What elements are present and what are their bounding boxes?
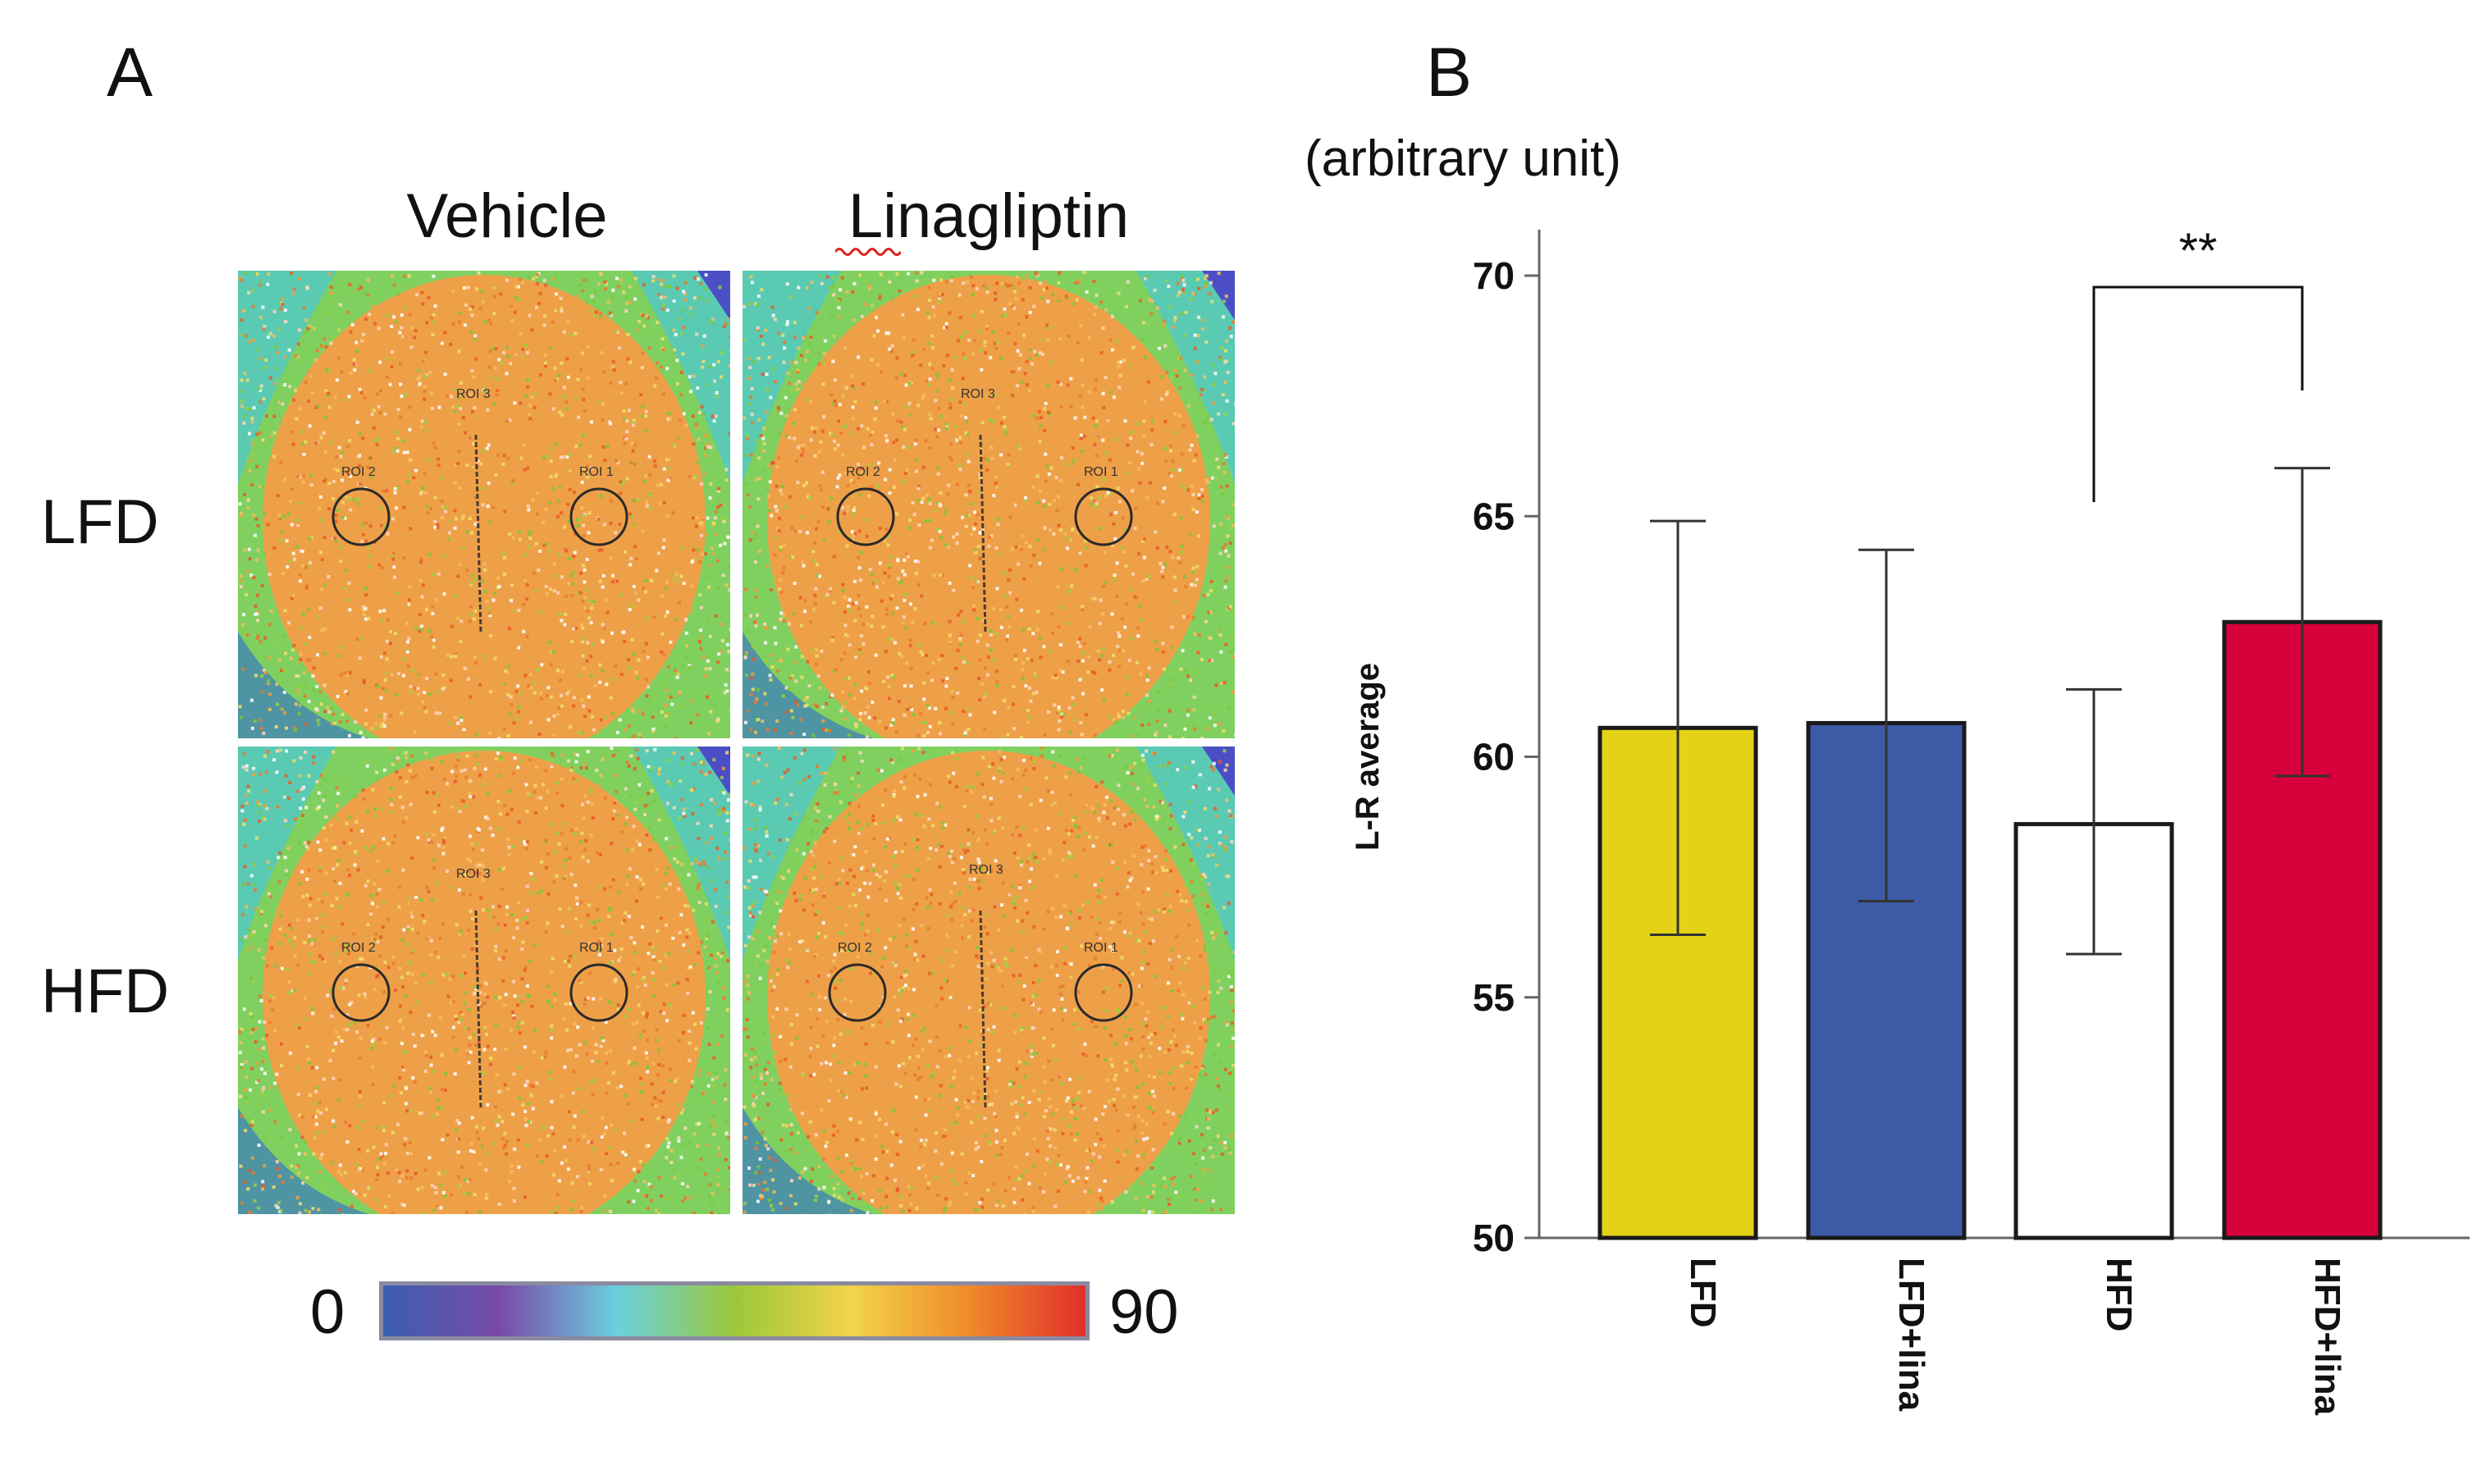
y-tick-label: 70 [1473, 254, 1515, 297]
bar-lfd [1597, 725, 1758, 1240]
spellcheck-underline [835, 248, 901, 256]
colorbar [379, 1281, 1090, 1340]
image-lfd-linagliptin: ROI 2 ROI 3 ROI 1 [743, 271, 1235, 738]
y-tick-label: 65 [1473, 495, 1515, 537]
svg-text:ROI 1: ROI 1 [1084, 465, 1118, 479]
unit-label: (arbitrary unit) [1305, 130, 1621, 187]
bar-hfd [2013, 822, 2174, 1240]
svg-text:ROI 3: ROI 3 [456, 387, 491, 401]
panel-b-label: B [1426, 34, 1473, 111]
column-header-linagliptin: Linagliptin [848, 181, 1130, 251]
image-lfd-vehicle: ROI 2 ROI 3 ROI 1 [238, 271, 730, 738]
y-axis-title: L-R average [1350, 663, 1386, 851]
category-label: LFD+lina [1891, 1258, 1931, 1412]
svg-text:ROI 3: ROI 3 [961, 387, 995, 401]
y-tick-label: 60 [1473, 736, 1515, 779]
category-label: HFD+lina [2307, 1258, 2347, 1415]
svg-text:ROI 1: ROI 1 [579, 465, 614, 479]
svg-text:ROI 2: ROI 2 [341, 465, 376, 479]
significance-label: ** [2179, 223, 2218, 278]
category-label: LFD [1683, 1258, 1723, 1328]
colorbar-max-label: 90 [1109, 1277, 1179, 1347]
colorbar-min-label: 0 [310, 1277, 345, 1347]
y-tick-label: 55 [1473, 976, 1515, 1019]
y-tick-label: 50 [1473, 1217, 1515, 1259]
bar-hfd-plus-lina [2222, 619, 2383, 1240]
bar-lfd-plus-lina [1806, 720, 1967, 1240]
significance-bracket [2092, 285, 2304, 502]
image-hfd-linagliptin: ROI 2 ROI 3 ROI 1 [743, 747, 1235, 1214]
column-header-vehicle: Vehicle [406, 181, 608, 251]
image-hfd-vehicle: ROI 2 ROI 3 ROI 1 [238, 747, 730, 1214]
panel-a-label: A [107, 34, 153, 111]
category-label: HFD [2099, 1258, 2139, 1331]
svg-text:ROI 2: ROI 2 [846, 465, 880, 479]
row-header-lfd: LFD [41, 487, 159, 557]
row-header-hfd: HFD [41, 957, 170, 1026]
